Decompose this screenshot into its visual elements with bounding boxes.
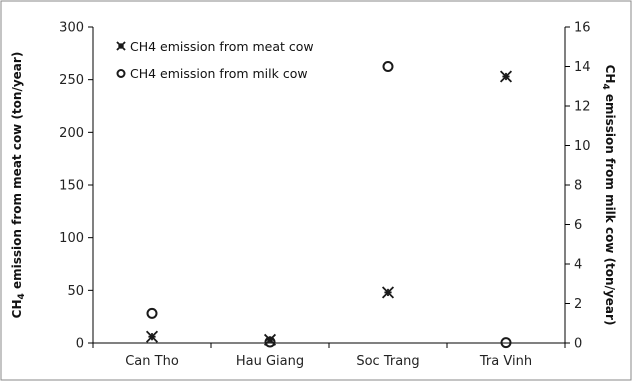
right-y-tick-label: 4 [574,258,582,273]
legend-label-milk-cow: CH4 emission from milk cow [130,66,308,81]
left-y-axis-label: CH4 emission from meat cow (ton/year) [10,52,27,319]
left-y-tick-label: 100 [59,231,84,246]
milk-cow-point-tra-vinh [500,337,512,349]
left-y-tick-label: 50 [67,284,84,299]
right-y-tick-label: 6 [574,218,582,233]
right-y-axis-label: CH4 emission from milk cow (ton/year) [600,65,617,326]
legend-asterisk-marker [116,41,126,51]
x-tick-label: Hau Giang [236,354,304,369]
x-tick-label: Tra Vinh [479,354,532,369]
legend-circle-marker [116,69,126,78]
x-tick-label: Can Tho [125,354,179,369]
meat-cow-point-soc-trang [381,286,395,299]
milk-cow-point-soc-trang [382,61,394,72]
data-points [145,61,513,349]
left-y-tick-label: 0 [76,337,84,352]
meat-cow-point-can-tho [145,330,159,343]
right-y-tick-label: 16 [574,21,591,36]
right-y-tick-label: 14 [574,60,591,75]
legend-asterisk-glyph [116,41,126,51]
milk-cow-point-hau-giang [264,336,276,348]
right-y-tick-label: 10 [574,139,591,154]
right-y-tick-label: 2 [574,297,582,312]
legend-label-meat-cow: CH4 emission from meat cow [130,39,314,54]
left-y-tick-label: 300 [59,21,84,36]
legend: CH4 emission from meat cow CH4 emission … [116,39,314,81]
right-y-tick-label: 12 [574,100,591,115]
x-tick-label: Soc Trang [356,354,419,369]
right-y-tick-label: 8 [574,179,582,194]
left-y-tick-label: 150 [59,179,84,194]
right-y-tick-label: 0 [574,337,582,352]
left-y-tick-label: 200 [59,126,84,141]
legend-circle-glyph [116,69,126,78]
milk-cow-point-can-tho [146,307,158,319]
x-axis-ticks: Can Tho Hau Giang Soc Trang Tra Vinh [92,343,566,369]
left-y-ticks: 0 50 100 150 200 250 300 [59,21,93,352]
right-y-ticks: 0 2 4 6 8 10 12 14 16 [565,21,591,352]
left-y-tick-label: 250 [59,73,84,88]
meat-cow-point-tra-vinh [499,70,513,83]
